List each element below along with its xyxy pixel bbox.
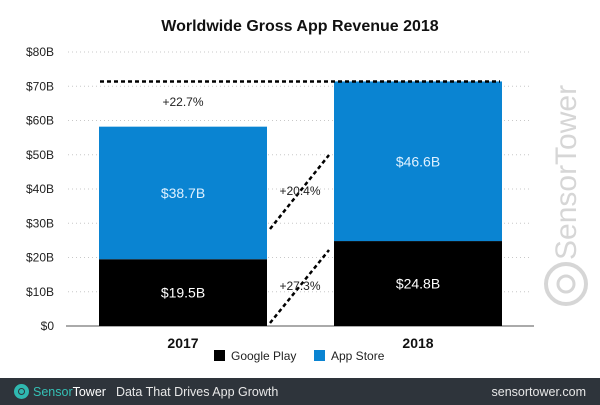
y-tick-label: $30B (26, 216, 54, 230)
brand-name-part1: Sensor (33, 384, 73, 399)
watermark-text: SensorTower (550, 85, 583, 260)
y-tick-label: $10B (26, 285, 54, 299)
sensortower-logo: Sensor Tower (14, 384, 106, 399)
x-tick-label: 2017 (167, 335, 198, 351)
y-tick-label: $20B (26, 251, 54, 265)
legend-swatch-app-store (314, 350, 325, 361)
bar-value-label: $38.7B (161, 185, 205, 201)
y-tick-label: $80B (26, 45, 54, 59)
bar-app-store-2017 (99, 126, 267, 260)
google-play-growth-label: +27.3% (279, 279, 320, 293)
bar-google-play-2017 (99, 259, 267, 326)
tagline: Data That Drives App Growth (115, 384, 279, 399)
y-axis-ticks: $0 $10B $20B $30B $40B $50B $60B $70B $80B (26, 45, 54, 333)
total-growth-label: +22.7% (162, 95, 203, 109)
brand-name-part2: Tower (72, 384, 106, 399)
legend-label: App Store (331, 349, 385, 363)
bar-google-play-2018 (334, 241, 502, 326)
legend: Google Play App Store (214, 349, 385, 363)
bar-value-label: $24.8B (396, 276, 440, 292)
google-play-growth-dashed-line (269, 249, 330, 324)
annotations: +22.7% +20.4% +27.3% (100, 80, 500, 324)
footer: Sensor Tower Data That Drives App Growth … (0, 378, 600, 405)
bar-value-label: $46.6B (396, 153, 440, 169)
legend-label: Google Play (231, 349, 296, 363)
chart-title: Worldwide Gross App Revenue 2018 (161, 18, 439, 35)
y-tick-label: $70B (26, 79, 54, 93)
y-tick-label: $0 (41, 319, 55, 333)
legend-swatch-google-play (214, 350, 225, 361)
app-store-growth-label: +20.4% (279, 184, 320, 198)
app-store-growth-dashed-line (269, 154, 330, 230)
watermark: SensorTower (544, 85, 588, 306)
bar-app-store-2018 (334, 81, 502, 242)
website-link[interactable]: sensortower.com (491, 384, 586, 399)
y-tick-label: $40B (26, 182, 54, 196)
bar-value-label: $19.5B (161, 285, 205, 301)
gridlines (66, 51, 534, 327)
bars: $19.5B $38.7B $24.8B $46.6B (99, 81, 502, 326)
x-axis-labels: 2017 2018 (167, 335, 433, 351)
x-tick-label: 2018 (402, 335, 433, 351)
watermark-logo-icon (544, 262, 588, 306)
chart: Worldwide Gross App Revenue 2018 $0$10B$… (26, 18, 588, 363)
y-tick-label: $60B (26, 114, 54, 128)
sensortower-logo-icon (14, 384, 29, 399)
y-tick-label: $50B (26, 148, 54, 162)
